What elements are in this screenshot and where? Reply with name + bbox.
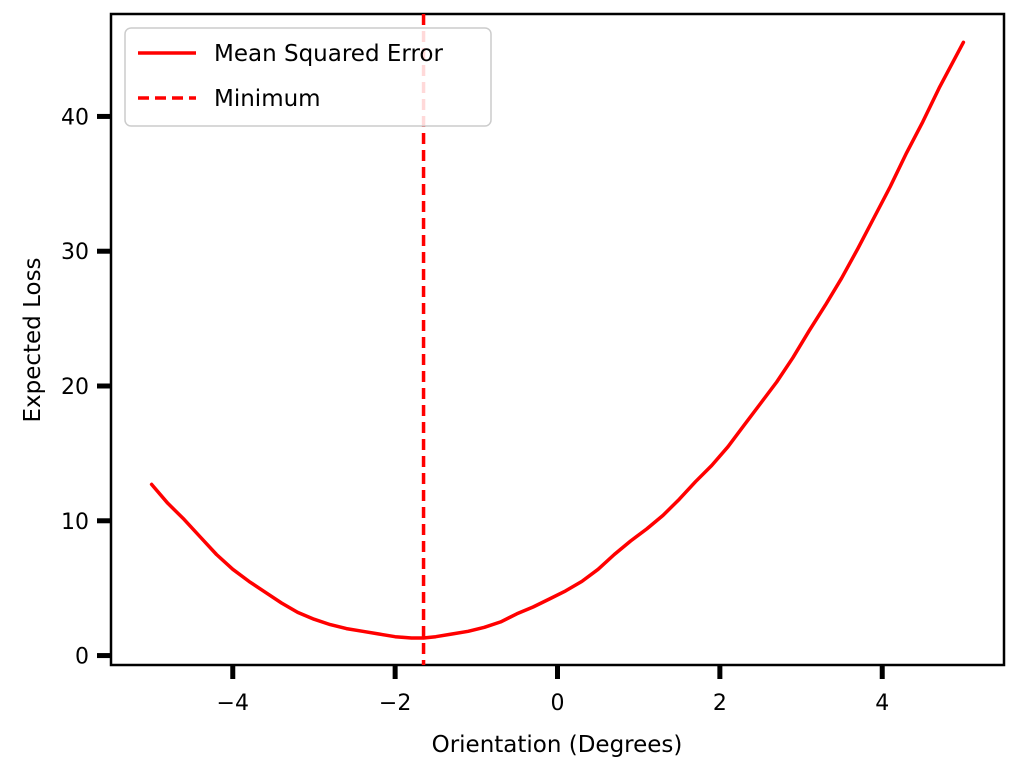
legend-box	[124, 27, 492, 127]
x-tick-label: 2	[713, 691, 727, 716]
series-line-mse	[149, 40, 966, 640]
y-tick-label: 30	[61, 240, 89, 265]
x-axis-label: Orientation (Degrees)	[432, 732, 683, 758]
legend-label-mse: Mean Squared Error	[214, 41, 443, 67]
legend: Mean Squared Error Minimum	[124, 27, 492, 127]
x-axis: −4 −2 0 2 4	[217, 665, 889, 716]
x-tick-label: 4	[875, 691, 889, 716]
x-tick-label: −2	[379, 691, 411, 716]
y-axis-label: Expected Loss	[20, 257, 46, 422]
x-tick-label: 0	[551, 691, 565, 716]
y-tick-label: 20	[61, 375, 89, 400]
legend-label-minimum: Minimum	[214, 86, 321, 112]
y-axis: 0 10 20 30 40	[61, 105, 111, 670]
x-tick-label: −4	[217, 691, 249, 716]
y-tick-label: 40	[61, 105, 89, 130]
y-tick-label: 0	[75, 645, 89, 670]
y-tick-label: 10	[61, 510, 89, 535]
